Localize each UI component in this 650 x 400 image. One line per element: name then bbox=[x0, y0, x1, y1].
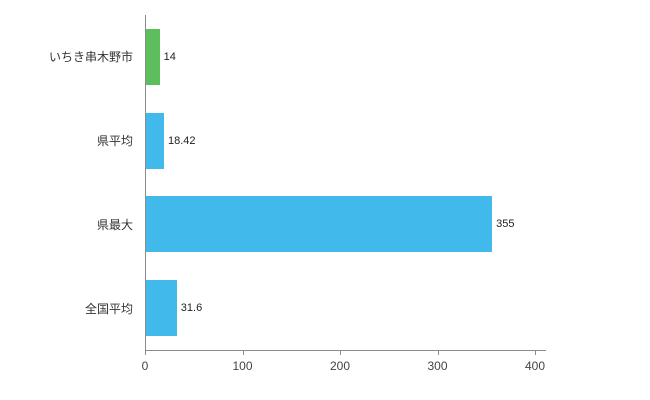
bar bbox=[146, 196, 493, 253]
x-tick-mark bbox=[145, 350, 146, 355]
x-tick-label: 400 bbox=[524, 359, 546, 373]
bar-value-label: 31.6 bbox=[180, 302, 203, 315]
x-tick-label: 300 bbox=[427, 359, 448, 373]
x-tick-label: 0 bbox=[141, 359, 149, 373]
x-tick-mark bbox=[535, 350, 536, 355]
bar-value-label: 355 bbox=[496, 218, 515, 231]
x-tick-label: 100 bbox=[232, 359, 253, 373]
x-tick-label: 200 bbox=[329, 359, 351, 373]
plot-area: 14 18.42 355 31.6 bbox=[146, 15, 546, 350]
x-tick-mark bbox=[340, 350, 341, 355]
x-tick-mark bbox=[242, 350, 244, 355]
x-axis-line bbox=[145, 350, 546, 351]
bar-row: 14 bbox=[146, 15, 546, 99]
category-label: 県最大 bbox=[96, 217, 133, 232]
bar bbox=[146, 112, 164, 169]
bar-row: 31.6 bbox=[146, 266, 546, 350]
x-tick-mark bbox=[437, 350, 439, 355]
category-label: 県平均 bbox=[96, 134, 133, 149]
bar bbox=[146, 280, 177, 337]
bar-value-label: 18.42 bbox=[167, 134, 196, 147]
bar-row: 18.42 bbox=[146, 99, 546, 183]
category-label: いちき串木野市 bbox=[48, 50, 133, 65]
bar bbox=[146, 28, 160, 85]
category-axis: いちき串木野市県平均県最大全国平均 bbox=[0, 15, 139, 350]
category-label: 全国平均 bbox=[84, 301, 133, 316]
bar-row: 355 bbox=[146, 183, 546, 267]
y-axis-line bbox=[145, 15, 146, 351]
bar-value-label: 14 bbox=[163, 50, 176, 63]
